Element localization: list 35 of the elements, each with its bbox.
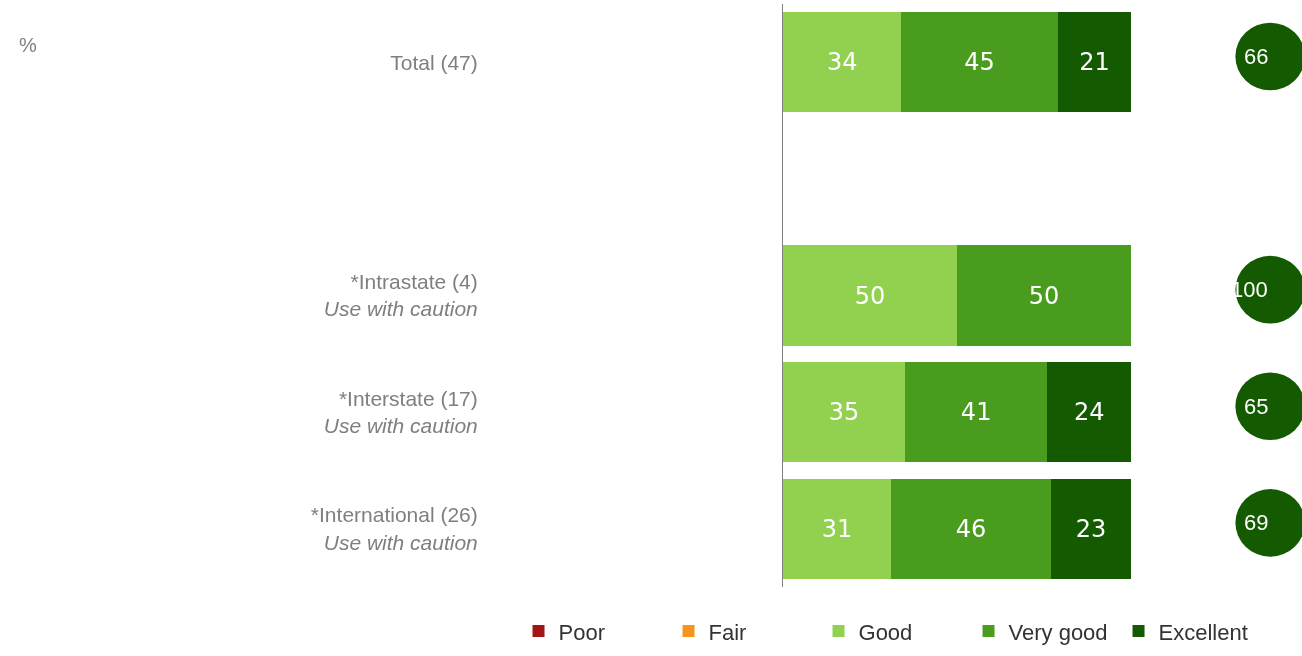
bar — [1050, 478, 1131, 579]
legend-label: Poor — [558, 619, 605, 645]
legend-label: Excellent — [1158, 619, 1248, 645]
legend-label: Very good — [1008, 619, 1108, 645]
data-label: 31 — [821, 514, 853, 543]
y-tick-label: *Interstate (17) Use with caution — [323, 386, 478, 438]
bar — [783, 478, 891, 579]
y-tick-label: *Intrastate (4) Use with caution — [323, 270, 478, 321]
bar — [957, 245, 1131, 346]
bar — [904, 361, 1048, 463]
bar — [901, 12, 1058, 113]
bar — [1057, 12, 1131, 113]
y-tick-label: Total (47) — [390, 50, 478, 74]
data-label: 45 — [964, 48, 995, 77]
legend-label: Fair — [708, 619, 747, 645]
bar — [1047, 361, 1131, 463]
data-label: 23 — [1075, 514, 1107, 543]
bar — [783, 12, 902, 113]
bar — [783, 245, 957, 346]
text: 65 — [1244, 394, 1269, 419]
data-label: 34 — [826, 48, 858, 77]
bar — [783, 361, 905, 463]
data-label: 46 — [955, 514, 987, 543]
text: 66 — [1244, 44, 1269, 69]
data-label: 41 — [960, 398, 992, 427]
data-label: 24 — [1073, 398, 1105, 427]
data-label: 50 — [1028, 281, 1060, 310]
data-label: 50 — [854, 281, 886, 310]
data-label: 35 — [828, 398, 860, 427]
legend-label: Good — [858, 619, 913, 645]
y-tick-label: *International (26) Use with caution — [310, 503, 478, 554]
text: 69 — [1244, 510, 1269, 535]
text: % — [19, 34, 37, 56]
bar — [890, 478, 1051, 579]
data-label: 21 — [1079, 48, 1110, 77]
